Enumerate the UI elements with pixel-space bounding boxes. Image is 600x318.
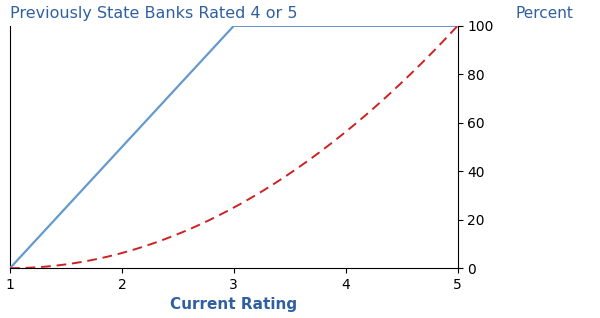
- Y-axis label: Percent: Percent: [516, 6, 574, 21]
- Text: Previously State Banks Rated 4 or 5: Previously State Banks Rated 4 or 5: [10, 5, 298, 21]
- X-axis label: Current Rating: Current Rating: [170, 297, 298, 313]
